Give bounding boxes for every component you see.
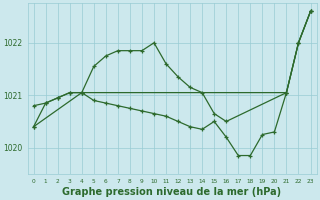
X-axis label: Graphe pression niveau de la mer (hPa): Graphe pression niveau de la mer (hPa) bbox=[62, 187, 282, 197]
